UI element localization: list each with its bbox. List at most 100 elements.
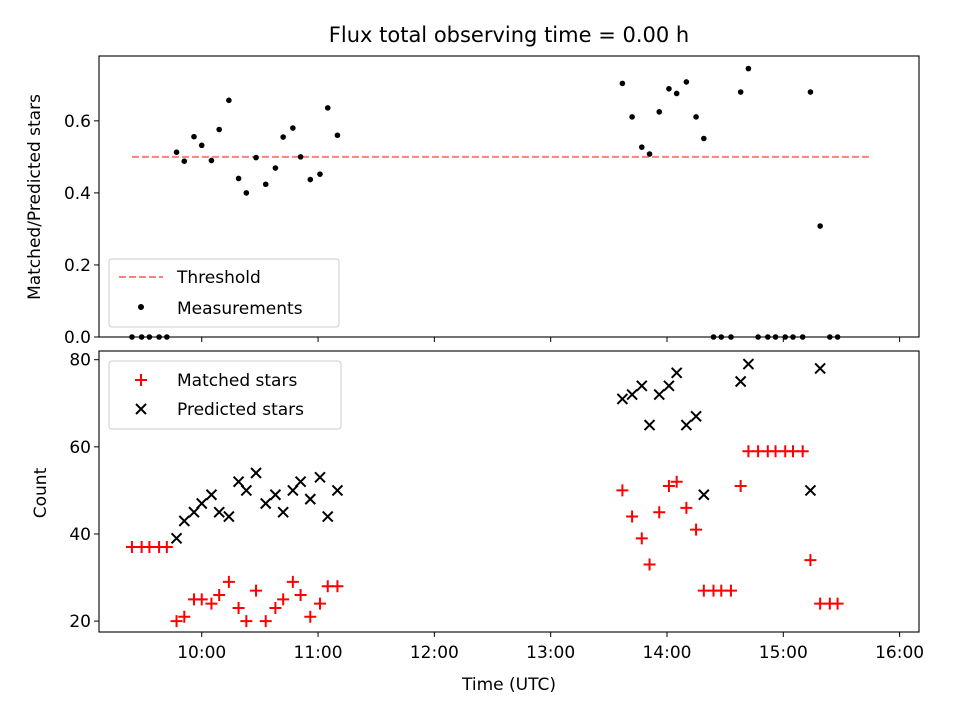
predicted-star-point [196,497,208,510]
matched-star-point [286,575,299,588]
top-y-axis-label: Matched/Predicted stars [25,94,45,300]
measurement-point [198,142,205,149]
bottom-x-tick-label: 10:00 [177,643,226,663]
top-plot-frame [98,55,920,338]
top-y-ticks: 0.0 0.2 0.4 0.6 [64,112,99,348]
measurement-point [216,126,222,133]
measurement-point [262,181,269,188]
bottom-y-axis-label: Count [31,467,51,518]
measurement-point [737,89,744,95]
predicted-star-point [653,388,665,401]
matched-star-point [178,610,191,623]
matched-star-point [831,597,844,610]
bottom-y-tick-label: 60 [69,438,91,458]
bottom-y-tick-label: 20 [69,612,91,632]
matched-star-point [269,602,282,615]
matched-star-point [304,610,317,623]
predicted-star-point [680,419,693,431]
predicted-star-point [742,358,755,370]
predicted-star-point [178,515,191,527]
measurement-point [181,158,188,164]
matched-star-point [670,475,683,488]
measurement-point [656,109,663,115]
top-legend: Threshold Measurements [108,258,340,328]
measurement-point [817,223,823,229]
top-y-tick-label: 0.6 [64,112,91,132]
measurement-point [745,65,752,72]
bottom-x-tick-label: 11:00 [294,643,343,663]
matched-star-point [626,510,639,523]
legend-predicted-swatch [135,403,147,415]
matched-star-point [643,558,656,571]
matched-star-point [680,501,693,514]
measurement-point [673,90,680,97]
predicted-star-point [213,506,225,518]
bottom-x-ticks: 10:00 11:00 12:00 13:00 14:00 15:00 16:00 [177,632,924,663]
measurement-point [666,85,672,92]
matched-star-point [331,580,344,593]
measurement-point [297,154,304,160]
legend-predicted-label: Predicted stars [177,400,304,420]
measurement-point [243,190,250,196]
predicted-star-point [260,497,272,510]
top-y-tick-label: 0.4 [64,184,91,204]
matched-star-point [734,480,747,493]
predicted-star-point [663,380,675,392]
predicted-stars-points [170,358,826,545]
measurement-point [683,79,690,85]
bottom-x-tick-label: 12:00 [410,643,459,663]
matched-star-point [653,506,666,519]
measurement-point [646,151,653,157]
matched-star-point [160,541,173,554]
top-panel: 0.0 0.2 0.4 0.6 Matched/Predicted stars Thr… [25,55,920,348]
bottom-x-tick-label: 14:00 [642,643,691,663]
measurement-point [619,80,626,87]
matched-star-point [662,480,675,493]
bottom-y-ticks: 20 40 60 80 [69,351,99,632]
legend-matched-label: Matched stars [177,371,297,391]
matched-star-point [240,615,253,628]
matched-star-point [232,602,245,615]
predicted-star-point [294,475,307,488]
predicted-star-point [734,375,747,388]
predicted-star-point [698,489,710,501]
measurement-point [208,157,215,164]
matched-star-point [724,584,737,597]
predicted-star-point [304,493,317,505]
matched-star-point [259,615,272,628]
measurement-point [191,133,197,140]
matched-star-point [250,584,263,597]
bottom-x-tick-label: 15:00 [759,643,808,663]
top-y-tick-label: 0.0 [64,328,91,348]
predicted-star-point [277,506,289,518]
x-axis-label: Time (UTC) [461,675,556,695]
top-y-tick-label: 0.2 [64,256,91,276]
measurement-point [317,171,323,177]
measurement-point [693,114,699,120]
measurement-point [226,97,232,104]
predicted-star-point [269,489,282,501]
bottom-legend: Matched stars Predicted stars [108,360,342,430]
legend-measurements-label: Measurements [177,299,303,319]
measurement-point [334,132,341,139]
matched-stars-points [125,445,844,628]
measurement-point [701,135,707,142]
bottom-legend-box [108,360,342,430]
matched-star-point [294,588,307,601]
matched-star-point [690,523,703,536]
predicted-star-point [314,471,326,484]
predicted-star-point [223,510,235,523]
matched-star-point [804,554,817,567]
matched-star-point [195,593,208,606]
measurement-point [290,125,296,131]
chart-title: Flux total observing time = 0.00 h [329,23,689,47]
bottom-y-tick-label: 40 [69,525,91,545]
matched-star-point [222,575,235,588]
measurement-point [638,144,645,150]
legend-measurements-swatch [138,304,144,310]
measurement-point [173,149,180,155]
measurement-point [272,165,279,171]
predicted-star-point [331,484,344,497]
